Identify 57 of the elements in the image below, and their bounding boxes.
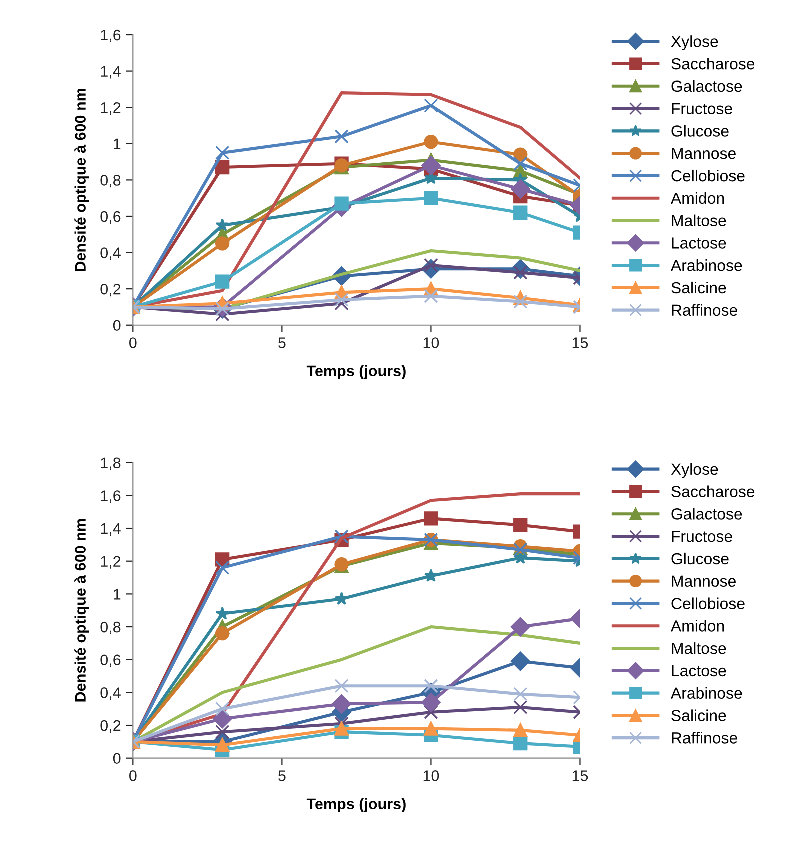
- x-tick-label: 5: [278, 338, 286, 348]
- legend-label: Fructose: [672, 103, 732, 115]
- y-tick-label: 0,6: [100, 654, 121, 668]
- x-tick-label: 5: [278, 770, 286, 782]
- legend-label: Maltose: [672, 214, 726, 226]
- y-tick-label: 1: [114, 589, 121, 600]
- y-tick-label: 1,6: [101, 490, 121, 504]
- legend-label: Maltose: [672, 642, 726, 654]
- legend-label: Galactose: [672, 80, 742, 92]
- legend-label: Salicine: [672, 282, 726, 294]
- y-tick-label: 1,2: [101, 102, 121, 116]
- y-tick-label: 1,8: [101, 458, 121, 470]
- legend-label: Saccharose: [672, 58, 755, 70]
- legend-label: Xylose: [671, 463, 718, 478]
- y-tick-label: 0,8: [100, 175, 121, 188]
- legend-label: Glucose: [672, 125, 729, 137]
- y-tick-label: 0,4: [100, 248, 121, 260]
- y-tick-label: 1,4: [101, 524, 121, 536]
- y-tick-label: 1,2: [101, 556, 121, 569]
- y-tick-label: 1,4: [101, 66, 121, 79]
- x-axis-title: Temps (jours): [306, 798, 406, 813]
- y-tick-label: 1,6: [101, 30, 121, 43]
- y-tick-label: 0: [113, 753, 121, 764]
- y-axis-title: Densité optique à 600 nm: [74, 89, 89, 272]
- y-tick-label: 0,6: [100, 211, 121, 224]
- legend-label: Saccharose: [672, 486, 755, 498]
- legend-label: Cellobiose: [672, 598, 745, 610]
- legend-label: Arabinose: [670, 260, 742, 272]
- legend-label: Raffinose: [672, 732, 738, 744]
- y-axis-title: Densité optique à 600 nm: [74, 519, 89, 702]
- x-tick-label: 15: [572, 338, 588, 348]
- legend-label: Xylose: [671, 36, 718, 50]
- legend-label: Cellobiose: [672, 170, 745, 182]
- legend-label: Fructose: [672, 531, 732, 542]
- legend-label: Amidon: [670, 620, 724, 632]
- y-tick-label: 0: [113, 320, 121, 332]
- legend-label: Mannose: [672, 148, 736, 160]
- x-tick-label: 0: [130, 770, 137, 782]
- legend-label: Salicine: [672, 710, 726, 722]
- legend-label: Arabinose: [670, 687, 742, 700]
- x-tick-label: 15: [572, 770, 588, 782]
- y-tick-label: 0,8: [100, 622, 121, 635]
- y-tick-label: 1: [114, 138, 121, 150]
- legend-label: Amidon: [670, 192, 724, 204]
- legend-label: Lactose: [672, 238, 726, 249]
- x-tick-label: 10: [424, 338, 440, 348]
- y-tick-label: 0,2: [100, 720, 121, 734]
- x-tick-label: 10: [424, 770, 440, 782]
- legend-label: Raffinose: [672, 304, 738, 316]
- legend-label: Lactose: [672, 666, 726, 677]
- y-tick-label: 0,2: [100, 284, 121, 297]
- y-tick-label: 0,4: [100, 688, 121, 700]
- legend-label: Glucose: [672, 552, 729, 565]
- x-axis-title: Temps (jours): [306, 365, 406, 380]
- legend-label: Galactose: [672, 508, 742, 520]
- legend-label: Mannose: [672, 576, 736, 588]
- x-tick-label: 0: [130, 338, 137, 348]
